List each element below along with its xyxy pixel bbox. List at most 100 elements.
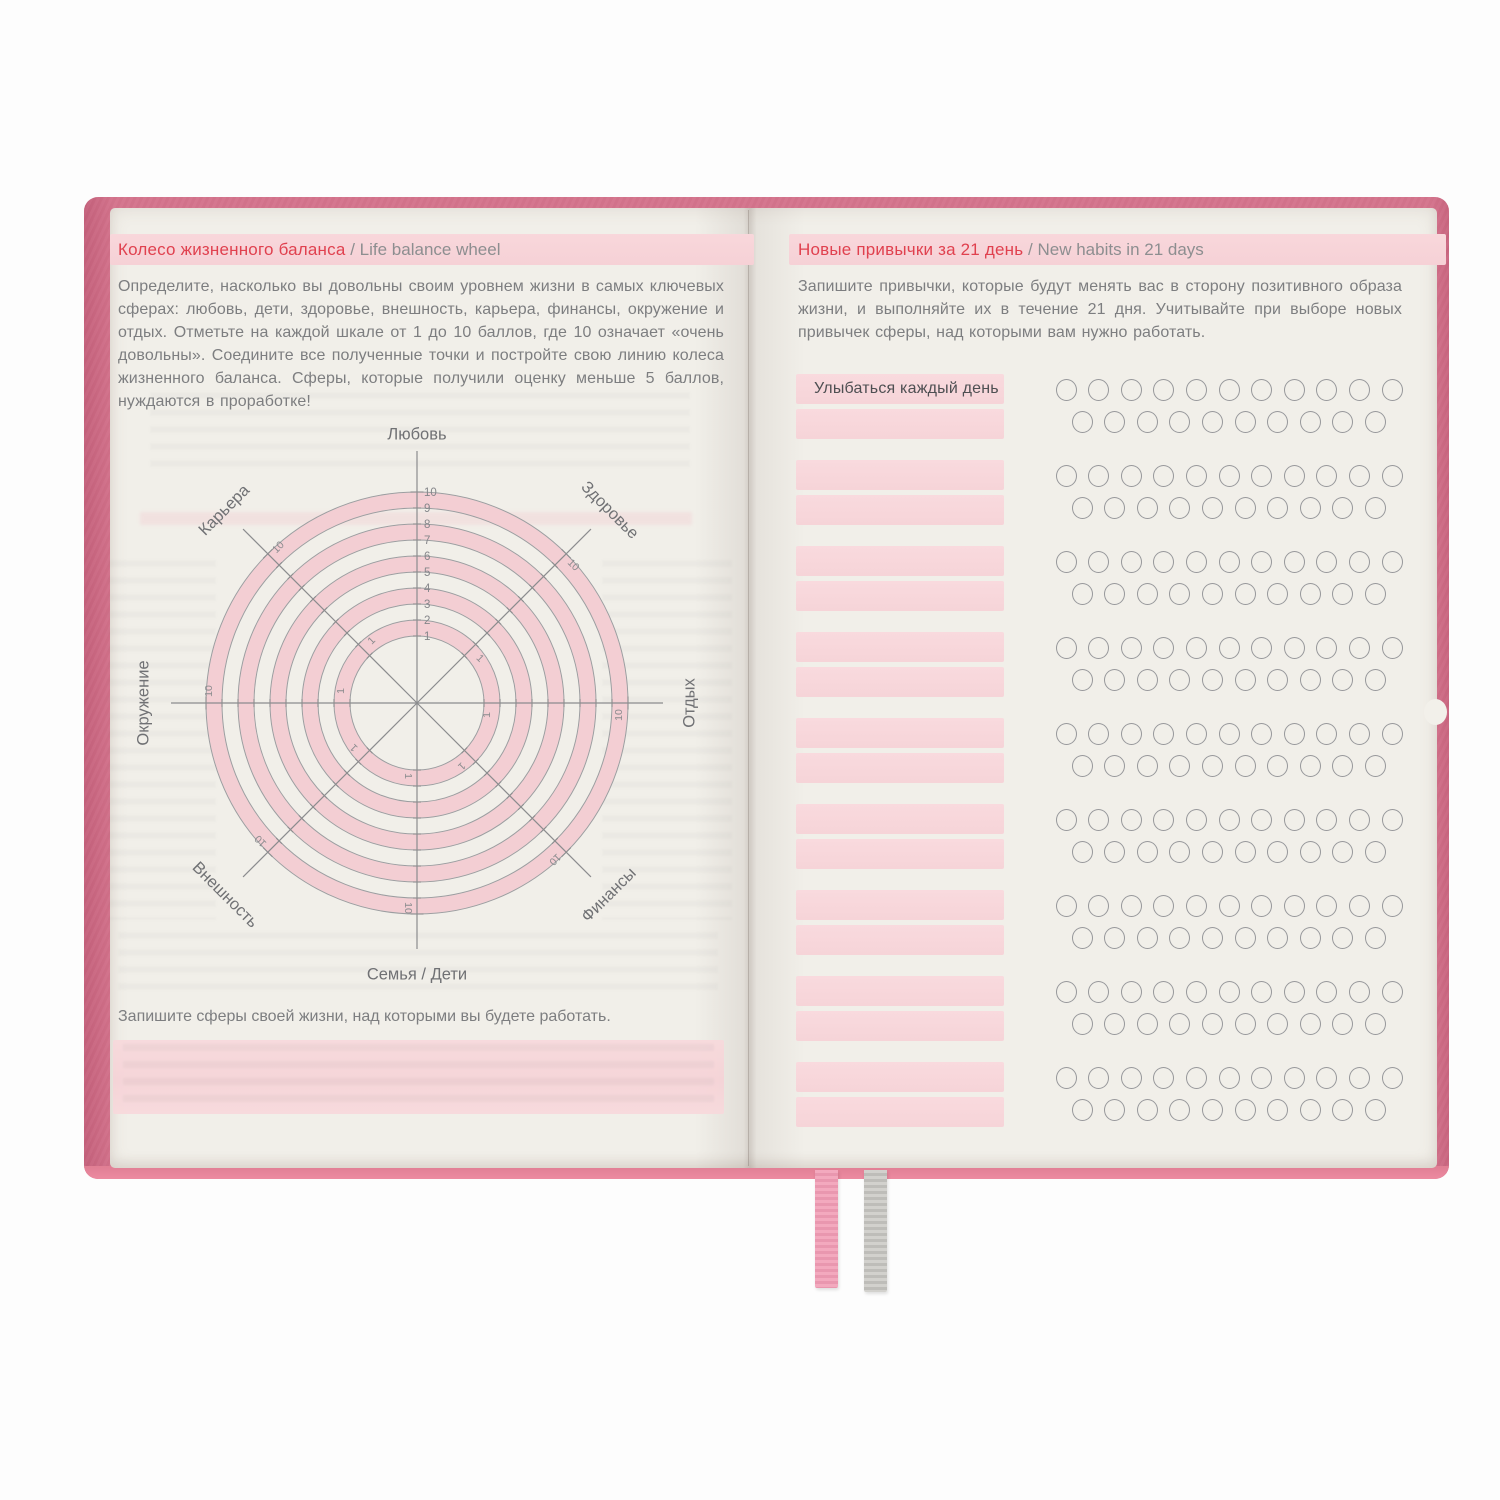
day-circle[interactable] (1299, 497, 1321, 519)
day-circle[interactable] (1348, 551, 1370, 573)
day-circle[interactable] (1071, 1013, 1093, 1035)
day-circle[interactable] (1120, 809, 1142, 831)
day-circle[interactable] (1332, 411, 1354, 433)
day-circle[interactable] (1283, 1067, 1305, 1089)
day-circle[interactable] (1218, 379, 1240, 401)
day-circle[interactable] (1136, 411, 1158, 433)
habit-field-line2[interactable] (796, 1097, 1004, 1127)
day-circle[interactable] (1153, 465, 1175, 487)
day-circle[interactable] (1348, 895, 1370, 917)
day-circle[interactable] (1201, 497, 1223, 519)
habit-name-field[interactable] (796, 718, 1004, 748)
day-circle[interactable] (1218, 809, 1240, 831)
day-circle[interactable] (1088, 723, 1110, 745)
day-circle[interactable] (1120, 1067, 1142, 1089)
day-circle[interactable] (1234, 1099, 1256, 1121)
day-circle[interactable] (1283, 379, 1305, 401)
day-circle[interactable] (1348, 723, 1370, 745)
habit-name-field[interactable]: Улыбаться каждый день (796, 374, 1004, 404)
day-circle[interactable] (1055, 637, 1077, 659)
day-circle[interactable] (1316, 637, 1338, 659)
day-circle[interactable] (1055, 981, 1077, 1003)
day-circle[interactable] (1364, 1013, 1386, 1035)
day-circle[interactable] (1136, 583, 1158, 605)
habit-name-field[interactable] (796, 1062, 1004, 1092)
day-circle[interactable] (1234, 1013, 1256, 1035)
day-circle[interactable] (1169, 497, 1191, 519)
day-circle[interactable] (1332, 755, 1354, 777)
day-circle[interactable] (1120, 637, 1142, 659)
day-circle[interactable] (1153, 809, 1175, 831)
day-circle[interactable] (1251, 1067, 1273, 1089)
day-circle[interactable] (1364, 497, 1386, 519)
day-circle[interactable] (1088, 551, 1110, 573)
day-circle[interactable] (1364, 583, 1386, 605)
day-circle[interactable] (1169, 755, 1191, 777)
day-circle[interactable] (1364, 1099, 1386, 1121)
day-circle[interactable] (1348, 1067, 1370, 1089)
day-circle[interactable] (1218, 895, 1240, 917)
day-circle[interactable] (1201, 927, 1223, 949)
day-circle[interactable] (1071, 1099, 1093, 1121)
day-circle[interactable] (1364, 669, 1386, 691)
day-circle[interactable] (1251, 723, 1273, 745)
day-circle[interactable] (1381, 551, 1403, 573)
day-circle[interactable] (1153, 981, 1175, 1003)
day-circle[interactable] (1283, 895, 1305, 917)
day-circle[interactable] (1104, 497, 1126, 519)
day-circle[interactable] (1332, 1099, 1354, 1121)
day-circle[interactable] (1234, 497, 1256, 519)
day-circle[interactable] (1348, 379, 1370, 401)
day-circle[interactable] (1055, 723, 1077, 745)
day-circle[interactable] (1299, 841, 1321, 863)
day-circle[interactable] (1234, 411, 1256, 433)
day-circle[interactable] (1201, 1099, 1223, 1121)
day-circle[interactable] (1267, 411, 1289, 433)
day-circle[interactable] (1088, 1067, 1110, 1089)
habit-field-line2[interactable] (796, 1011, 1004, 1041)
day-circle[interactable] (1299, 411, 1321, 433)
day-circle[interactable] (1055, 895, 1077, 917)
day-circle[interactable] (1055, 551, 1077, 573)
day-circle[interactable] (1267, 1013, 1289, 1035)
day-circle[interactable] (1104, 1013, 1126, 1035)
day-circle[interactable] (1316, 465, 1338, 487)
habit-field-line2[interactable] (796, 409, 1004, 439)
spheres-write-area[interactable] (113, 1040, 724, 1114)
day-circle[interactable] (1381, 723, 1403, 745)
day-circle[interactable] (1201, 583, 1223, 605)
day-circle[interactable] (1185, 551, 1207, 573)
habit-field-line2[interactable] (796, 839, 1004, 869)
day-circle[interactable] (1136, 1099, 1158, 1121)
habit-field-line2[interactable] (796, 667, 1004, 697)
day-circle[interactable] (1185, 723, 1207, 745)
day-circle[interactable] (1201, 755, 1223, 777)
day-circle[interactable] (1267, 841, 1289, 863)
habit-name-field[interactable] (796, 460, 1004, 490)
day-circle[interactable] (1348, 465, 1370, 487)
day-circle[interactable] (1234, 669, 1256, 691)
day-circle[interactable] (1332, 583, 1354, 605)
day-circle[interactable] (1332, 1013, 1354, 1035)
day-circle[interactable] (1120, 379, 1142, 401)
day-circle[interactable] (1218, 637, 1240, 659)
day-circle[interactable] (1169, 841, 1191, 863)
day-circle[interactable] (1348, 981, 1370, 1003)
day-circle[interactable] (1088, 895, 1110, 917)
day-circle[interactable] (1153, 1067, 1175, 1089)
day-circle[interactable] (1055, 809, 1077, 831)
day-circle[interactable] (1267, 583, 1289, 605)
day-circle[interactable] (1120, 551, 1142, 573)
day-circle[interactable] (1136, 755, 1158, 777)
day-circle[interactable] (1185, 379, 1207, 401)
day-circle[interactable] (1364, 841, 1386, 863)
day-circle[interactable] (1218, 465, 1240, 487)
day-circle[interactable] (1316, 551, 1338, 573)
day-circle[interactable] (1088, 809, 1110, 831)
day-circle[interactable] (1218, 723, 1240, 745)
day-circle[interactable] (1169, 927, 1191, 949)
day-circle[interactable] (1299, 927, 1321, 949)
day-circle[interactable] (1136, 1013, 1158, 1035)
habit-name-field[interactable] (796, 632, 1004, 662)
day-circle[interactable] (1251, 379, 1273, 401)
